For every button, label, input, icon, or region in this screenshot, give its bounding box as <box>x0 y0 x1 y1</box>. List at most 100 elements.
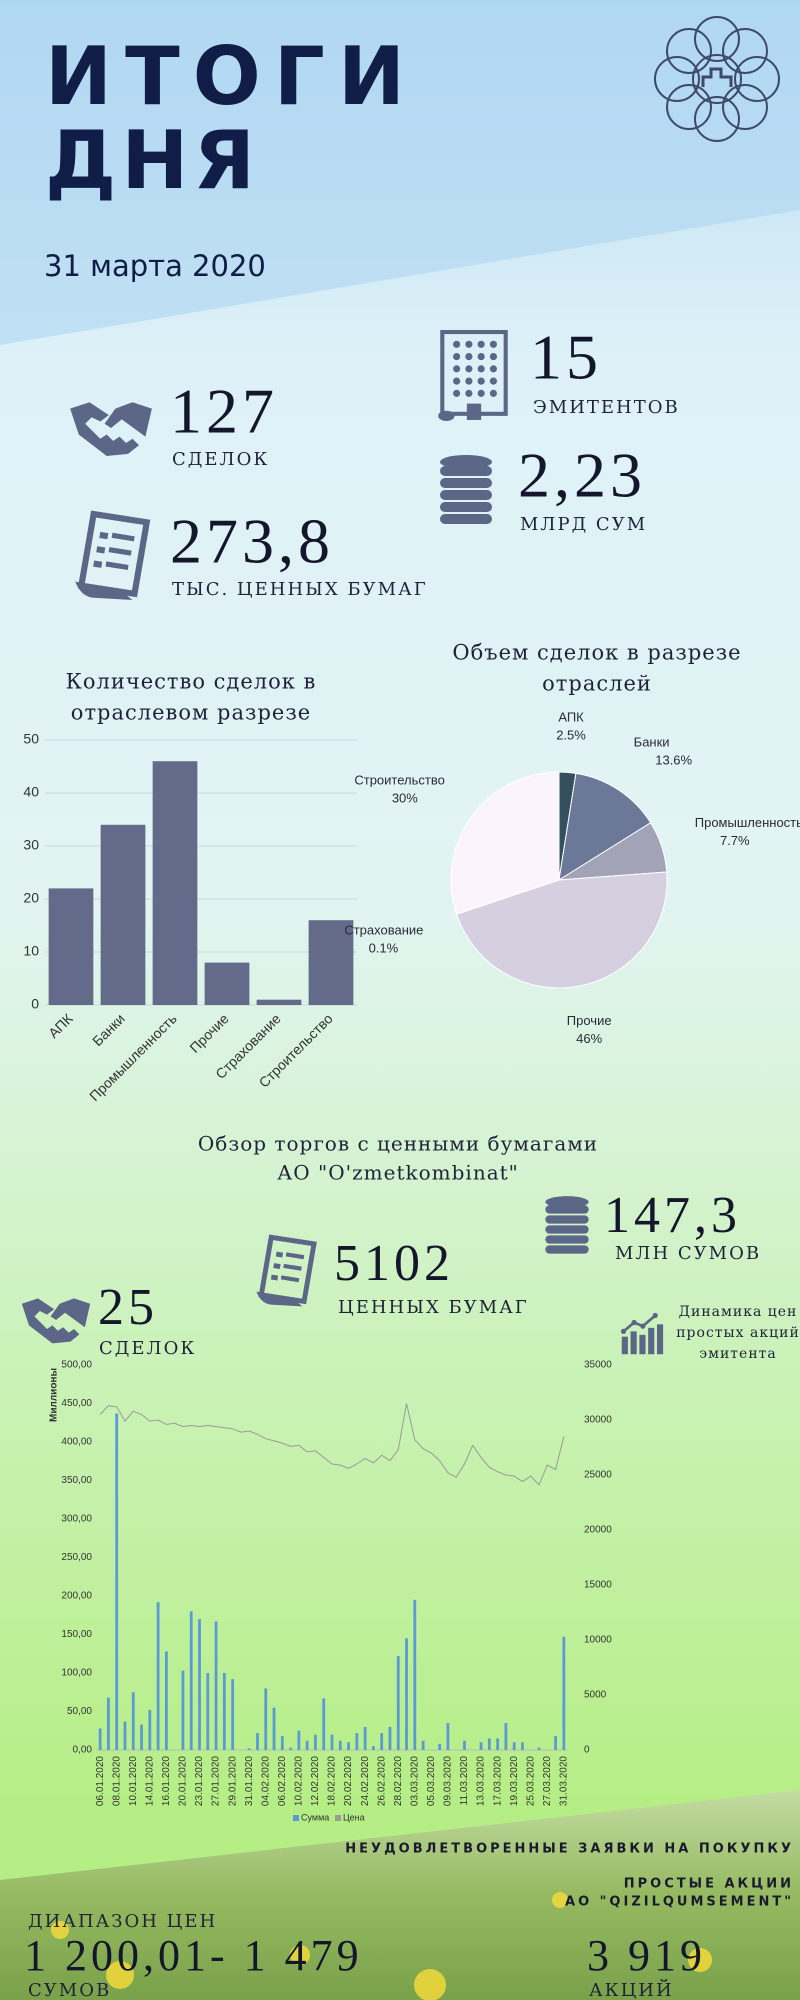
bar <box>140 1724 143 1750</box>
bar <box>554 1736 557 1750</box>
y-tick-label: 50,00 <box>67 1706 92 1717</box>
x-tick-label: 12.02.2020 <box>310 1756 321 1806</box>
chart-title: эмитента <box>699 1346 777 1362</box>
y2-tick-label: 20000 <box>584 1525 612 1536</box>
bar <box>363 1726 367 1750</box>
bar <box>264 1688 268 1750</box>
bar <box>438 1743 442 1750</box>
pie-value-label: 13.6% <box>655 753 692 768</box>
bar <box>156 1602 160 1750</box>
y-tick-label: 0,00 <box>73 1745 93 1756</box>
bar <box>256 1733 259 1750</box>
bar <box>280 1736 284 1750</box>
pie-slice <box>450 771 560 915</box>
footer-heading: НЕУДОВЛЕТВОРЕННЫЕ ЗАЯВКИ НА ПОКУПКУ <box>345 1842 794 1857</box>
bar <box>289 1747 292 1750</box>
security-line: АО "QIZILQUMSEMENT" <box>565 1895 794 1910</box>
x-tick-label: 24.02.2020 <box>360 1756 371 1806</box>
x-tick-label: 18.02.2020 <box>327 1756 338 1806</box>
y2-tick-label: 25000 <box>584 1470 612 1481</box>
bar <box>405 1638 408 1750</box>
y2-tick-label: 15000 <box>584 1580 612 1591</box>
chart-title: Динамика цен <box>679 1304 798 1320</box>
chart-title: отраслей <box>542 672 652 696</box>
y2-tick-label: 30000 <box>584 1415 612 1426</box>
bar <box>222 1673 226 1750</box>
x-tick-label: 03.03.2020 <box>409 1756 420 1806</box>
x-tick-label: 04.02.2020 <box>260 1756 271 1806</box>
x-tick-label: 10.01.2020 <box>128 1756 139 1806</box>
bar <box>330 1734 334 1750</box>
bar <box>314 1734 317 1750</box>
line <box>99 1403 565 1486</box>
bar <box>396 1656 400 1750</box>
bar <box>562 1636 566 1750</box>
legend-label: Цена <box>343 1812 365 1822</box>
bar <box>164 1651 168 1750</box>
pie-label: Строительство <box>354 772 444 787</box>
stat-label: ЦЕННЫХ БУМАГ <box>338 1297 529 1318</box>
x-tick-label: 11.03.2020 <box>459 1756 470 1806</box>
x-tick-label: 08.01.2020 <box>111 1756 122 1806</box>
y-tick-label: 50 <box>23 731 39 747</box>
bar <box>338 1740 342 1750</box>
chart-title: отраслевом разрезе <box>71 701 311 725</box>
chart-title: Объем сделок в разрезе <box>452 641 741 665</box>
y-tick-label: 500,00 <box>61 1360 92 1371</box>
flowers <box>51 1892 712 2000</box>
x-tick-label: 31.01.2020 <box>244 1756 255 1806</box>
pie-slice <box>455 871 668 989</box>
y-tick-label: 30 <box>23 837 39 853</box>
pie-label: Страхование <box>344 923 423 938</box>
x-tick-label: 06.01.2020 <box>95 1756 106 1806</box>
x-tick-label: 31.03.2020 <box>559 1756 570 1806</box>
x-tick-label: 20.01.2020 <box>178 1756 189 1806</box>
pie-label: Прочие <box>567 1013 612 1028</box>
y2-tick-label: 0 <box>584 1745 590 1756</box>
x-tick-label: 05.03.2020 <box>426 1756 437 1806</box>
bar <box>372 1746 375 1750</box>
bar <box>347 1742 350 1750</box>
y-tick-label: 150,00 <box>61 1629 92 1640</box>
stat-value: 5102 <box>334 1235 454 1292</box>
pie-label: АПК <box>558 710 584 725</box>
logo <box>654 16 780 142</box>
bar <box>48 888 94 1005</box>
pie-value-label: 0.1% <box>369 941 399 956</box>
bar <box>308 920 354 1005</box>
stat-label: МЛРД СУМ <box>520 514 647 535</box>
legend-label: Сумма <box>301 1812 329 1822</box>
chart-title: Количество сделок в <box>66 670 317 694</box>
x-tick-label: 10.02.2020 <box>294 1756 305 1806</box>
price-unit: СУМОВ <box>28 1980 111 2000</box>
date: 31 марта 2020 <box>44 249 266 283</box>
x-tick-label: 20.02.2020 <box>343 1756 354 1806</box>
x-tick-label: 23.01.2020 <box>194 1756 205 1806</box>
bar <box>521 1742 524 1750</box>
bar <box>272 1707 276 1750</box>
bar <box>206 1673 210 1750</box>
y-tick-label: 20 <box>23 890 39 906</box>
sky-band <box>0 0 800 345</box>
legend-swatch <box>293 1815 299 1821</box>
pie-value-label: 7.7% <box>720 833 750 848</box>
x-tick-label: 25.03.2020 <box>525 1756 536 1806</box>
bar <box>204 962 250 1005</box>
x-tick-label: 27.03.2020 <box>542 1756 553 1806</box>
pie-value-label: 2.5% <box>556 728 586 743</box>
x-tick-label: 17.03.2020 <box>492 1756 503 1806</box>
stat-value: 2,23 <box>518 440 646 511</box>
bar <box>355 1733 359 1750</box>
x-tick-label: 13.03.2020 <box>476 1756 487 1806</box>
y2-tick-label: 5000 <box>584 1690 607 1701</box>
bar <box>98 1728 102 1750</box>
x-tick-label: 09.03.2020 <box>443 1756 454 1806</box>
stat-label: ЭМИТЕНТОВ <box>533 397 680 418</box>
bar <box>512 1742 516 1750</box>
price-range-label: ДИАПАЗОН ЦЕН <box>28 1911 217 1932</box>
quantity-unit: АКЦИЙ <box>589 1978 674 2000</box>
bar <box>189 1611 193 1750</box>
bar <box>463 1740 466 1750</box>
legend-swatch <box>335 1815 341 1821</box>
